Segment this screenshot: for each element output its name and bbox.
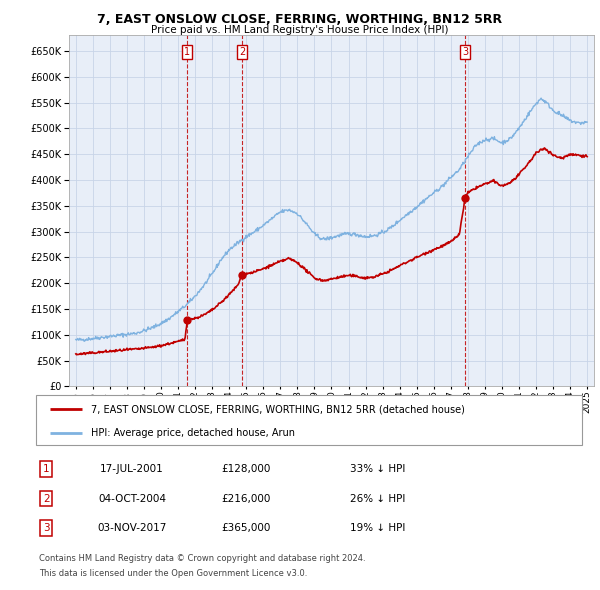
Text: 7, EAST ONSLOW CLOSE, FERRING, WORTHING, BN12 5RR: 7, EAST ONSLOW CLOSE, FERRING, WORTHING,… xyxy=(97,13,503,26)
FancyBboxPatch shape xyxy=(36,395,582,445)
Text: 2: 2 xyxy=(239,47,245,57)
Text: 04-OCT-2004: 04-OCT-2004 xyxy=(98,494,166,503)
Text: 7, EAST ONSLOW CLOSE, FERRING, WORTHING, BN12 5RR (detached house): 7, EAST ONSLOW CLOSE, FERRING, WORTHING,… xyxy=(91,404,464,414)
Text: 3: 3 xyxy=(462,47,468,57)
Text: £216,000: £216,000 xyxy=(221,494,271,503)
Text: 17-JUL-2001: 17-JUL-2001 xyxy=(100,464,164,474)
Text: 19% ↓ HPI: 19% ↓ HPI xyxy=(350,523,406,533)
Text: 1: 1 xyxy=(43,464,50,474)
Text: £365,000: £365,000 xyxy=(221,523,271,533)
Text: Contains HM Land Registry data © Crown copyright and database right 2024.: Contains HM Land Registry data © Crown c… xyxy=(39,555,365,563)
Text: 26% ↓ HPI: 26% ↓ HPI xyxy=(350,494,406,503)
Text: This data is licensed under the Open Government Licence v3.0.: This data is licensed under the Open Gov… xyxy=(39,569,307,578)
Text: 3: 3 xyxy=(43,523,50,533)
Text: 1: 1 xyxy=(184,47,190,57)
Text: 03-NOV-2017: 03-NOV-2017 xyxy=(97,523,167,533)
Text: HPI: Average price, detached house, Arun: HPI: Average price, detached house, Arun xyxy=(91,428,295,438)
Text: £128,000: £128,000 xyxy=(221,464,271,474)
Text: Price paid vs. HM Land Registry's House Price Index (HPI): Price paid vs. HM Land Registry's House … xyxy=(151,25,449,35)
Text: 2: 2 xyxy=(43,494,50,503)
Text: 33% ↓ HPI: 33% ↓ HPI xyxy=(350,464,406,474)
